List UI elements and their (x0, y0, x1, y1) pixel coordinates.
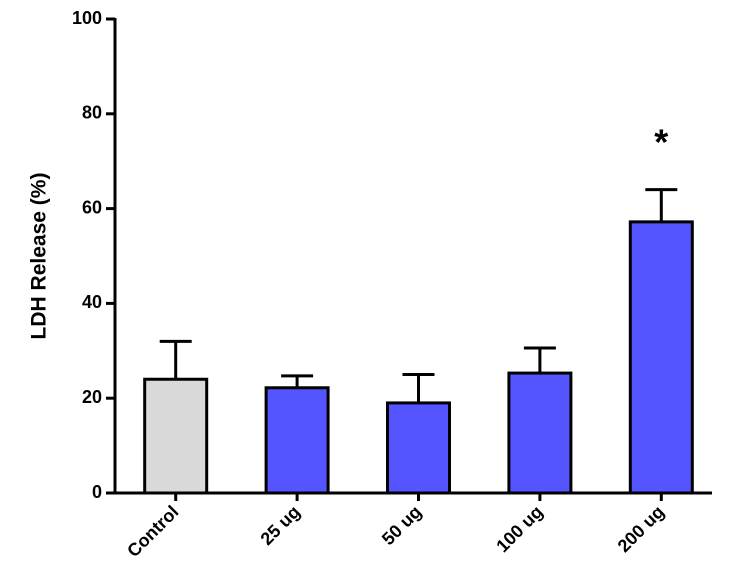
y-axis-label: LDH Release (%) (28, 173, 51, 340)
y-tick-label: 0 (92, 482, 102, 502)
bar (386, 401, 451, 495)
y-tick-label: 20 (82, 387, 102, 407)
x-tick-label: 200 ug (614, 502, 668, 556)
x-tick-label: Control (123, 502, 182, 561)
bar (264, 386, 330, 495)
y-tick-label: 60 (82, 197, 102, 217)
bar (507, 371, 573, 495)
y-tick-label: 80 (82, 103, 102, 123)
x-tick-label: 100 ug (492, 502, 546, 556)
y-tick-label: 100 (72, 8, 102, 28)
x-tick-label: 25 ug (257, 502, 304, 549)
bar (143, 377, 209, 495)
bar (628, 220, 694, 495)
y-tick-label: 40 (82, 292, 102, 312)
annotation: * (654, 122, 668, 163)
x-tick-label: 50 ug (378, 502, 425, 549)
